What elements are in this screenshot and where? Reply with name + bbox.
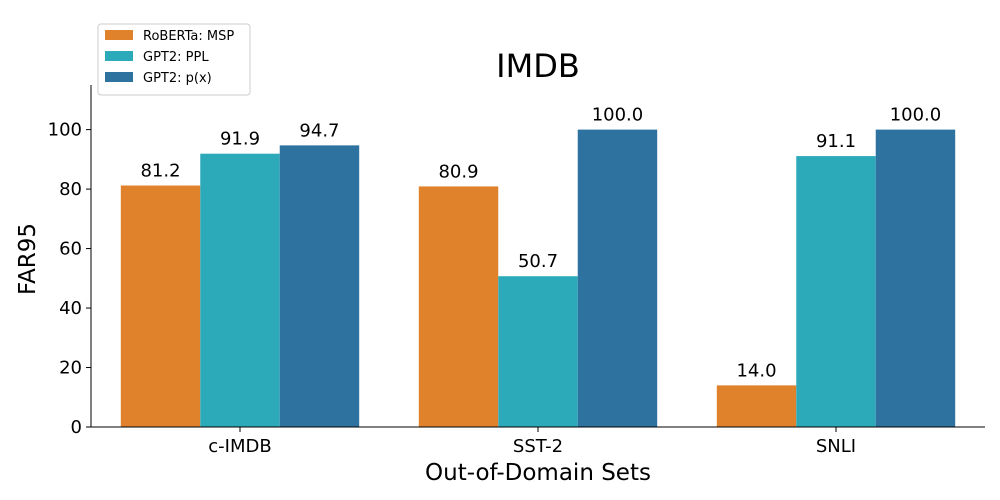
bar-value-label: 80.9 bbox=[438, 161, 478, 182]
bar bbox=[716, 385, 797, 427]
legend-swatch bbox=[105, 30, 133, 40]
bar-value-label: 14.0 bbox=[736, 360, 776, 381]
bar-value-label: 50.7 bbox=[518, 251, 558, 272]
y-tick-label: 0 bbox=[71, 417, 82, 438]
bar bbox=[498, 276, 578, 427]
bar bbox=[418, 186, 499, 427]
chart-title: IMDB bbox=[496, 47, 580, 85]
bar bbox=[200, 153, 280, 427]
legend: RoBERTa: MSP GPT2: PPL GPT2: p(x) bbox=[97, 23, 251, 96]
bar-value-label: 91.9 bbox=[220, 129, 260, 150]
y-tick-label: 20 bbox=[59, 358, 82, 379]
y-tick-label: 100 bbox=[48, 120, 82, 141]
x-tick-label: SNLI bbox=[816, 436, 856, 457]
bar bbox=[120, 185, 201, 427]
legend-swatch bbox=[105, 51, 133, 61]
legend-label: RoBERTa: MSP bbox=[143, 29, 234, 44]
y-tick-label: 40 bbox=[59, 298, 82, 319]
bar bbox=[875, 129, 956, 427]
y-tick-label: 80 bbox=[59, 179, 82, 200]
y-tick-label: 60 bbox=[59, 239, 82, 260]
bar-value-label: 91.1 bbox=[816, 131, 856, 152]
bar-value-label: 81.2 bbox=[140, 161, 180, 182]
x-tick-label: SST-2 bbox=[513, 436, 563, 457]
legend-label: GPT2: PPL bbox=[143, 50, 209, 65]
x-tick-label: c-IMDB bbox=[208, 436, 271, 457]
bar bbox=[796, 156, 876, 427]
legend-label: GPT2: p(x) bbox=[143, 71, 212, 86]
bar-value-label: 94.7 bbox=[299, 120, 339, 141]
bar-value-label: 100.0 bbox=[592, 105, 644, 126]
legend-box bbox=[97, 23, 251, 96]
y-axis-label: FAR95 bbox=[15, 223, 41, 295]
bar bbox=[577, 129, 658, 427]
plot-area: 81.2 80.9 14.0 91.9 50.7 91.1 94.7 100.0 100.0 0 2… bbox=[48, 85, 985, 457]
bar bbox=[279, 145, 360, 428]
x-axis-label: Out-of-Domain Sets bbox=[425, 460, 651, 486]
bar-value-label: 100.0 bbox=[890, 105, 942, 126]
legend-swatch bbox=[105, 72, 133, 82]
